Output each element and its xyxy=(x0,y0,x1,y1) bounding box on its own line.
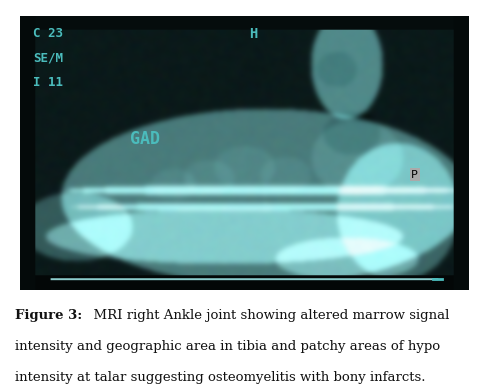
Text: intensity at talar suggesting osteomyelitis with bony infarcts.: intensity at talar suggesting osteomyeli… xyxy=(15,371,425,384)
Text: C 23: C 23 xyxy=(33,27,63,40)
Text: GAD: GAD xyxy=(130,130,160,148)
Text: I 11: I 11 xyxy=(33,76,63,89)
Text: H: H xyxy=(249,27,257,41)
Text: intensity and geographic area in tibia and patchy areas of hypo: intensity and geographic area in tibia a… xyxy=(15,340,440,353)
Text: P: P xyxy=(411,170,418,180)
Text: Figure 3:: Figure 3: xyxy=(15,309,82,322)
Text: MRI right Ankle joint showing altered marrow signal: MRI right Ankle joint showing altered ma… xyxy=(85,309,450,322)
Text: SE/M: SE/M xyxy=(33,51,63,64)
